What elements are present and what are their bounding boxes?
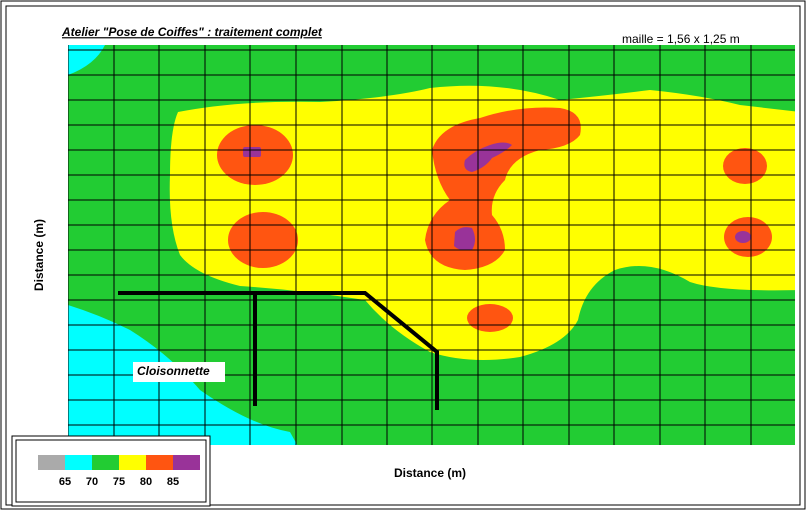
x-axis-label: Distance (m) [394,466,466,480]
legend-label: 85 [167,476,179,488]
partition-wall [118,291,439,410]
legend: 65 70 75 80 85 [11,435,211,507]
subtitle: maille = 1,56 x 1,25 m [622,32,740,46]
legend-label: 75 [113,476,125,488]
zone-max [735,231,751,243]
zone-max [454,227,475,251]
legend-label: 65 [59,476,71,488]
zone-85 [723,148,767,184]
inner-frame [5,5,801,506]
legend-swatch [92,455,119,470]
contour-map: Cloisonnette [68,45,795,445]
legend-frame [11,435,211,507]
zone-70 [68,45,105,75]
zone-85 [467,304,513,332]
title: Atelier "Pose de Coiffes" : traitement c… [61,25,323,39]
legend-label: 70 [86,476,98,488]
legend-frame [15,439,207,503]
legend-label: 80 [140,476,152,488]
annotation: Cloisonnette [137,364,210,378]
grid [68,45,795,445]
legend-swatch [146,455,173,470]
annotation-box [133,362,225,382]
zone-85 [228,212,298,268]
legend-swatch [173,455,200,470]
zone-max [243,147,261,157]
legend-swatch [65,455,92,470]
y-axis-label: Distance (m) [32,219,46,291]
legend-swatch [38,455,65,470]
legend-swatch [119,455,146,470]
